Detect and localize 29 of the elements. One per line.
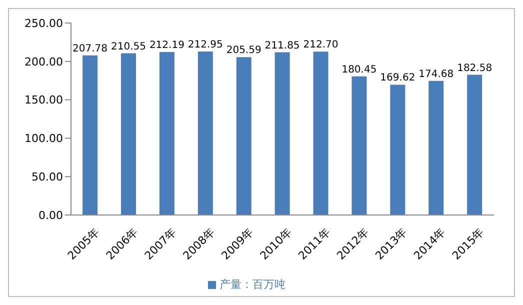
data-label: 212.70 xyxy=(303,40,338,51)
data-label: 182.58 xyxy=(457,62,492,74)
bar xyxy=(159,52,174,215)
bar xyxy=(120,53,136,215)
bar xyxy=(198,51,213,215)
y-tick-label: 250.00 xyxy=(24,16,63,30)
bar xyxy=(236,57,252,215)
data-label: 212.95 xyxy=(188,39,223,50)
bar xyxy=(352,76,367,215)
data-label: 207.78 xyxy=(72,43,108,54)
bar xyxy=(274,52,290,215)
bar xyxy=(390,84,406,215)
data-label: 210.55 xyxy=(110,41,146,52)
data-label: 174.68 xyxy=(418,68,454,80)
data-label: 180.45 xyxy=(342,64,377,76)
bar xyxy=(467,74,482,215)
data-label: 169.62 xyxy=(380,72,416,84)
y-tick-label: 0.00 xyxy=(38,208,63,222)
bar xyxy=(313,52,328,215)
y-tick-label: 50.00 xyxy=(32,170,63,184)
y-tick-label: 100.00 xyxy=(24,132,63,146)
data-label: 212.19 xyxy=(149,40,184,52)
legend-label: 产量：百万吨 xyxy=(220,278,286,291)
y-tick-label: 150.00 xyxy=(24,94,63,107)
bar xyxy=(428,80,444,215)
bar xyxy=(82,55,98,215)
data-label: 205.59 xyxy=(226,45,262,56)
data-label: 211.85 xyxy=(264,40,300,52)
y-tick-label: 200.00 xyxy=(24,55,63,68)
